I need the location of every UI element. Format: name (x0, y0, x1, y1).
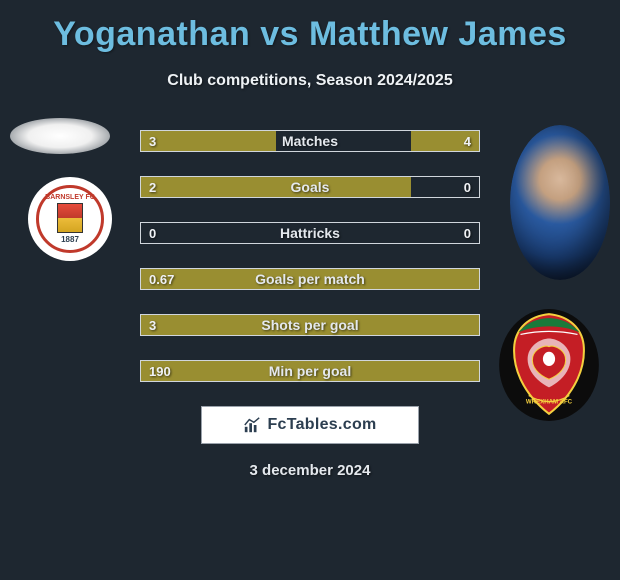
bar-row: Matches3 4 (140, 130, 480, 152)
chart-icon (243, 416, 261, 434)
crest-left-year: 1887 (61, 235, 79, 244)
bar-value-left: 190 (149, 361, 171, 381)
player-right-photo (510, 125, 610, 280)
bar-value-left: 2 (149, 177, 156, 197)
bar-row: Shots per goal3 (140, 314, 480, 336)
crest-left-shield (57, 203, 83, 233)
bar-label: Shots per goal (141, 315, 479, 335)
club-crest-left: BARNSLEY FC 1887 (28, 177, 112, 261)
crest-right-svg: WREXHAM AFC (498, 308, 600, 422)
comparison-bars: Matches34Goals20Hattricks00Goals per mat… (140, 130, 480, 382)
club-crest-left-inner: BARNSLEY FC 1887 (36, 185, 104, 253)
bar-value-right: 4 (464, 131, 471, 151)
club-crest-right: WREXHAM AFC (498, 308, 600, 422)
bar-row: Goals2 0 (140, 176, 480, 198)
bar-value-right: 0 (464, 177, 471, 197)
player-right-avatar (510, 125, 610, 280)
bar-label: Goals (141, 177, 479, 197)
footer-date: 3 december 2024 (0, 462, 620, 479)
bar-value-left: 3 (149, 315, 156, 335)
footer-brand-text: FcTables.com (267, 416, 376, 434)
bar-value-left: 3 (149, 131, 156, 151)
crest-left-label: BARNSLEY FC (45, 194, 95, 201)
player-left-avatar (10, 118, 110, 154)
bar-value-left: 0 (149, 223, 156, 243)
bar-row: Goals per match0.67 (140, 268, 480, 290)
bar-label: Hattricks (141, 223, 479, 243)
footer-brand-badge: FcTables.com (201, 406, 419, 444)
bar-row: Hattricks0 0 (140, 222, 480, 244)
bar-label: Min per goal (141, 361, 479, 381)
svg-text:WREXHAM AFC: WREXHAM AFC (526, 399, 573, 406)
bar-row: Min per goal190 (140, 360, 480, 382)
comparison-infographic: Yoganathan vs Matthew James Club competi… (0, 0, 620, 580)
bar-value-left: 0.67 (149, 269, 174, 289)
bar-value-right: 0 (464, 223, 471, 243)
bar-label: Goals per match (141, 269, 479, 289)
page-subtitle: Club competitions, Season 2024/2025 (0, 72, 620, 90)
page-title: Yoganathan vs Matthew James (0, 15, 620, 54)
bar-label: Matches (141, 131, 479, 151)
